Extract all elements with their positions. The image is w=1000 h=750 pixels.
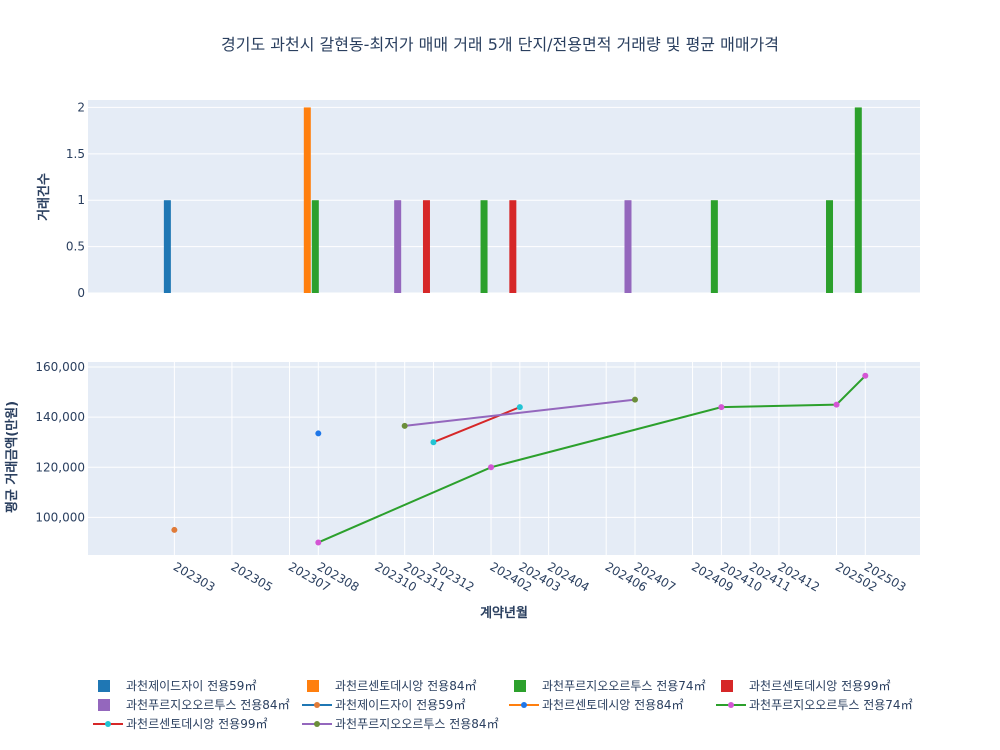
data-point [401, 422, 408, 429]
data-point [315, 539, 322, 546]
bar [163, 200, 171, 293]
data-point [631, 396, 638, 403]
bar-y-tick-label: 1 [77, 193, 85, 207]
legend-label: 과천제이드자이 전용59㎡ [335, 697, 465, 712]
bar-y-tick-label: 0 [77, 286, 85, 300]
legend-swatch [514, 680, 526, 692]
legend-marker [728, 702, 734, 708]
bar-panel: 0 0.5 1 1.5 2 [66, 100, 920, 300]
line-y-tick-label: 120,000 [35, 460, 85, 474]
legend: 과천제이드자이 전용59㎡ 과천르센토데시앙 전용84㎡ 과천푸르지오오르투스 전용… [93, 678, 913, 731]
legend-label: 과천르센토데시앙 전용84㎡ [335, 678, 477, 693]
line-y-tick-label: 160,000 [35, 360, 85, 374]
bar [509, 200, 517, 293]
data-point [171, 526, 178, 533]
line-plot-area [88, 362, 920, 555]
data-point [315, 430, 322, 437]
legend-marker [105, 721, 111, 727]
legend-label: 과천르센토데시앙 전용99㎡ [126, 716, 268, 731]
legend-label: 과천푸르지오오르투스 전용84㎡ [335, 716, 499, 731]
data-point [833, 401, 840, 408]
bar-y-axis-title: 거래건수 [36, 173, 52, 221]
chart-title: 경기도 과천시 갈현동-최저가 매매 거래 5개 단지/전용면적 거래량 및 평… [221, 35, 779, 54]
bar [710, 200, 718, 293]
legend-label: 과천제이드자이 전용59㎡ [126, 678, 256, 693]
data-point [862, 372, 869, 379]
legend-label: 과천푸르지오오르투스 전용74㎡ [749, 697, 913, 712]
legend-label: 과천르센토데시앙 전용84㎡ [542, 697, 684, 712]
legend-swatch [721, 680, 733, 692]
bar-y-tick-label: 1.5 [66, 147, 85, 161]
legend-label: 과천르센토데시앙 전용99㎡ [749, 678, 891, 693]
line-panel: 100,000 120,000 140,000 160,000 202303 202305… [35, 360, 920, 595]
bar [394, 200, 402, 293]
legend-marker [521, 702, 527, 708]
line-y-tick-label: 140,000 [35, 410, 85, 424]
legend-label: 과천푸르지오오르투스 전용74㎡ [542, 678, 706, 693]
bar-y-tick-label: 0.5 [66, 240, 85, 254]
bar [480, 200, 488, 293]
bar [854, 107, 862, 293]
legend-label: 과천푸르지오오르투스 전용84㎡ [126, 697, 290, 712]
bar [422, 200, 430, 293]
series-line [404, 398, 636, 427]
x-tick-label: 202303 [171, 559, 218, 594]
data-point [488, 464, 495, 471]
data-point [718, 404, 725, 411]
x-axis-title: 계약년월 [480, 605, 528, 621]
x-tick-label: 202305 [228, 559, 275, 594]
legend-swatch [98, 680, 110, 692]
data-point [516, 404, 523, 411]
line-y-tick-label: 100,000 [35, 510, 85, 524]
series-line [433, 406, 521, 444]
bar [311, 200, 319, 293]
bar-y-tick-label: 2 [77, 100, 85, 114]
legend-marker [314, 702, 320, 708]
bar-plot-area [88, 100, 920, 293]
data-point [430, 439, 437, 446]
bar [303, 107, 311, 293]
legend-marker [314, 721, 320, 727]
line-y-axis-title: 평균 거래금액(만원) [4, 401, 20, 513]
legend-swatch [307, 680, 319, 692]
legend-swatch [98, 699, 110, 711]
bar [826, 200, 834, 293]
bar [624, 200, 632, 293]
